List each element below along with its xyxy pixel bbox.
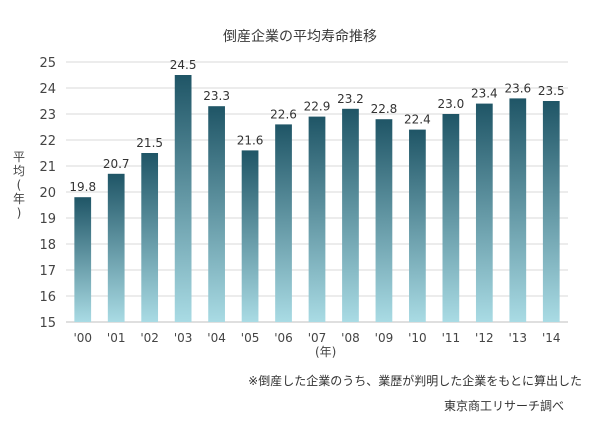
- y-tick-label: 17: [39, 264, 56, 279]
- y-tick-label: 23: [39, 108, 56, 123]
- y-axis-label-char: ): [16, 206, 22, 220]
- data-label: 22.4: [404, 113, 431, 127]
- bar: [442, 114, 460, 322]
- data-label: 23.0: [438, 97, 465, 111]
- y-tick-labels: 15 16 17 18 19 20 21 22 23 24 25: [39, 56, 56, 331]
- y-tick-label: 20: [39, 186, 56, 201]
- x-tick-label: '06: [274, 331, 293, 345]
- data-label: 21.6: [237, 133, 264, 147]
- bar: [174, 75, 192, 322]
- x-tick-labels: '00 '01 '02 '03 '04 '05 '06 '07 '08 '09 '10 '11 '12 '…: [73, 331, 560, 345]
- x-tick-label: '02: [140, 331, 159, 345]
- x-axis-unit: (年): [315, 345, 337, 359]
- data-label: 22.6: [270, 107, 297, 121]
- bar: [241, 150, 259, 322]
- x-tick-label: '01: [107, 331, 126, 345]
- x-tick-label: '08: [341, 331, 360, 345]
- data-label: 23.2: [337, 92, 364, 106]
- x-tick-label: '11: [442, 331, 461, 345]
- data-label: 23.4: [471, 87, 498, 101]
- bar: [542, 101, 560, 322]
- y-axis-label-char: 年: [12, 192, 25, 206]
- y-tick-label: 21: [39, 160, 56, 175]
- bar: [475, 103, 493, 322]
- x-tick-label: '04: [207, 331, 226, 345]
- bar: [342, 108, 359, 322]
- y-axis-label-char: 均: [12, 164, 25, 178]
- bar: [275, 124, 292, 323]
- y-tick-label: 22: [39, 134, 56, 149]
- bar: [375, 119, 393, 322]
- bar: [107, 173, 125, 322]
- data-label: 24.5: [170, 58, 197, 72]
- data-label: 20.7: [103, 157, 130, 171]
- value-labels: 19.8 20.7 21.5 24.5 23.3 21.6 22.6 22.9 23.2 22.8…: [69, 58, 564, 194]
- x-tick-label: '14: [542, 331, 561, 345]
- x-tick-label: '00: [73, 331, 92, 345]
- bar: [308, 116, 326, 322]
- y-tick-label: 18: [39, 238, 56, 253]
- y-axis-label-char: 平: [12, 150, 25, 164]
- x-tick-label: '13: [509, 331, 528, 345]
- bar: [141, 153, 159, 322]
- y-tick-label: 15: [39, 316, 56, 331]
- bar: [409, 129, 426, 322]
- y-tick-label: 25: [39, 56, 56, 71]
- y-tick-label: 16: [39, 290, 56, 305]
- data-label: 22.8: [371, 102, 398, 116]
- x-tick-label: '10: [408, 331, 427, 345]
- bar: [208, 106, 225, 322]
- bar: [509, 98, 527, 323]
- x-tick-label: '03: [174, 331, 193, 345]
- data-label: 23.3: [203, 89, 230, 103]
- data-label: 23.5: [538, 84, 565, 98]
- footnote: ※倒産した企業のうち、業歴が判明した企業をもとに算出した: [248, 374, 582, 388]
- x-tick-label: '07: [308, 331, 327, 345]
- y-axis-label: 平 均 ( 年 ): [4, 150, 34, 220]
- data-label: 23.6: [504, 81, 531, 95]
- source-note: 東京商工リサーチ調べ: [443, 399, 564, 413]
- bar: [74, 197, 92, 322]
- chart-title: 倒産企業の平均寿命推移: [223, 29, 377, 45]
- x-tick-label: '05: [241, 331, 260, 345]
- bars: [74, 75, 560, 323]
- y-tick-label: 24: [39, 82, 56, 97]
- y-tick-label: 19: [39, 212, 56, 227]
- y-axis-label-char: (: [16, 178, 22, 192]
- x-tick-label: '12: [475, 331, 494, 345]
- data-label: 19.8: [69, 180, 96, 194]
- data-label: 21.5: [136, 136, 163, 150]
- x-tick-label: '09: [375, 331, 394, 345]
- data-label: 22.9: [304, 100, 331, 114]
